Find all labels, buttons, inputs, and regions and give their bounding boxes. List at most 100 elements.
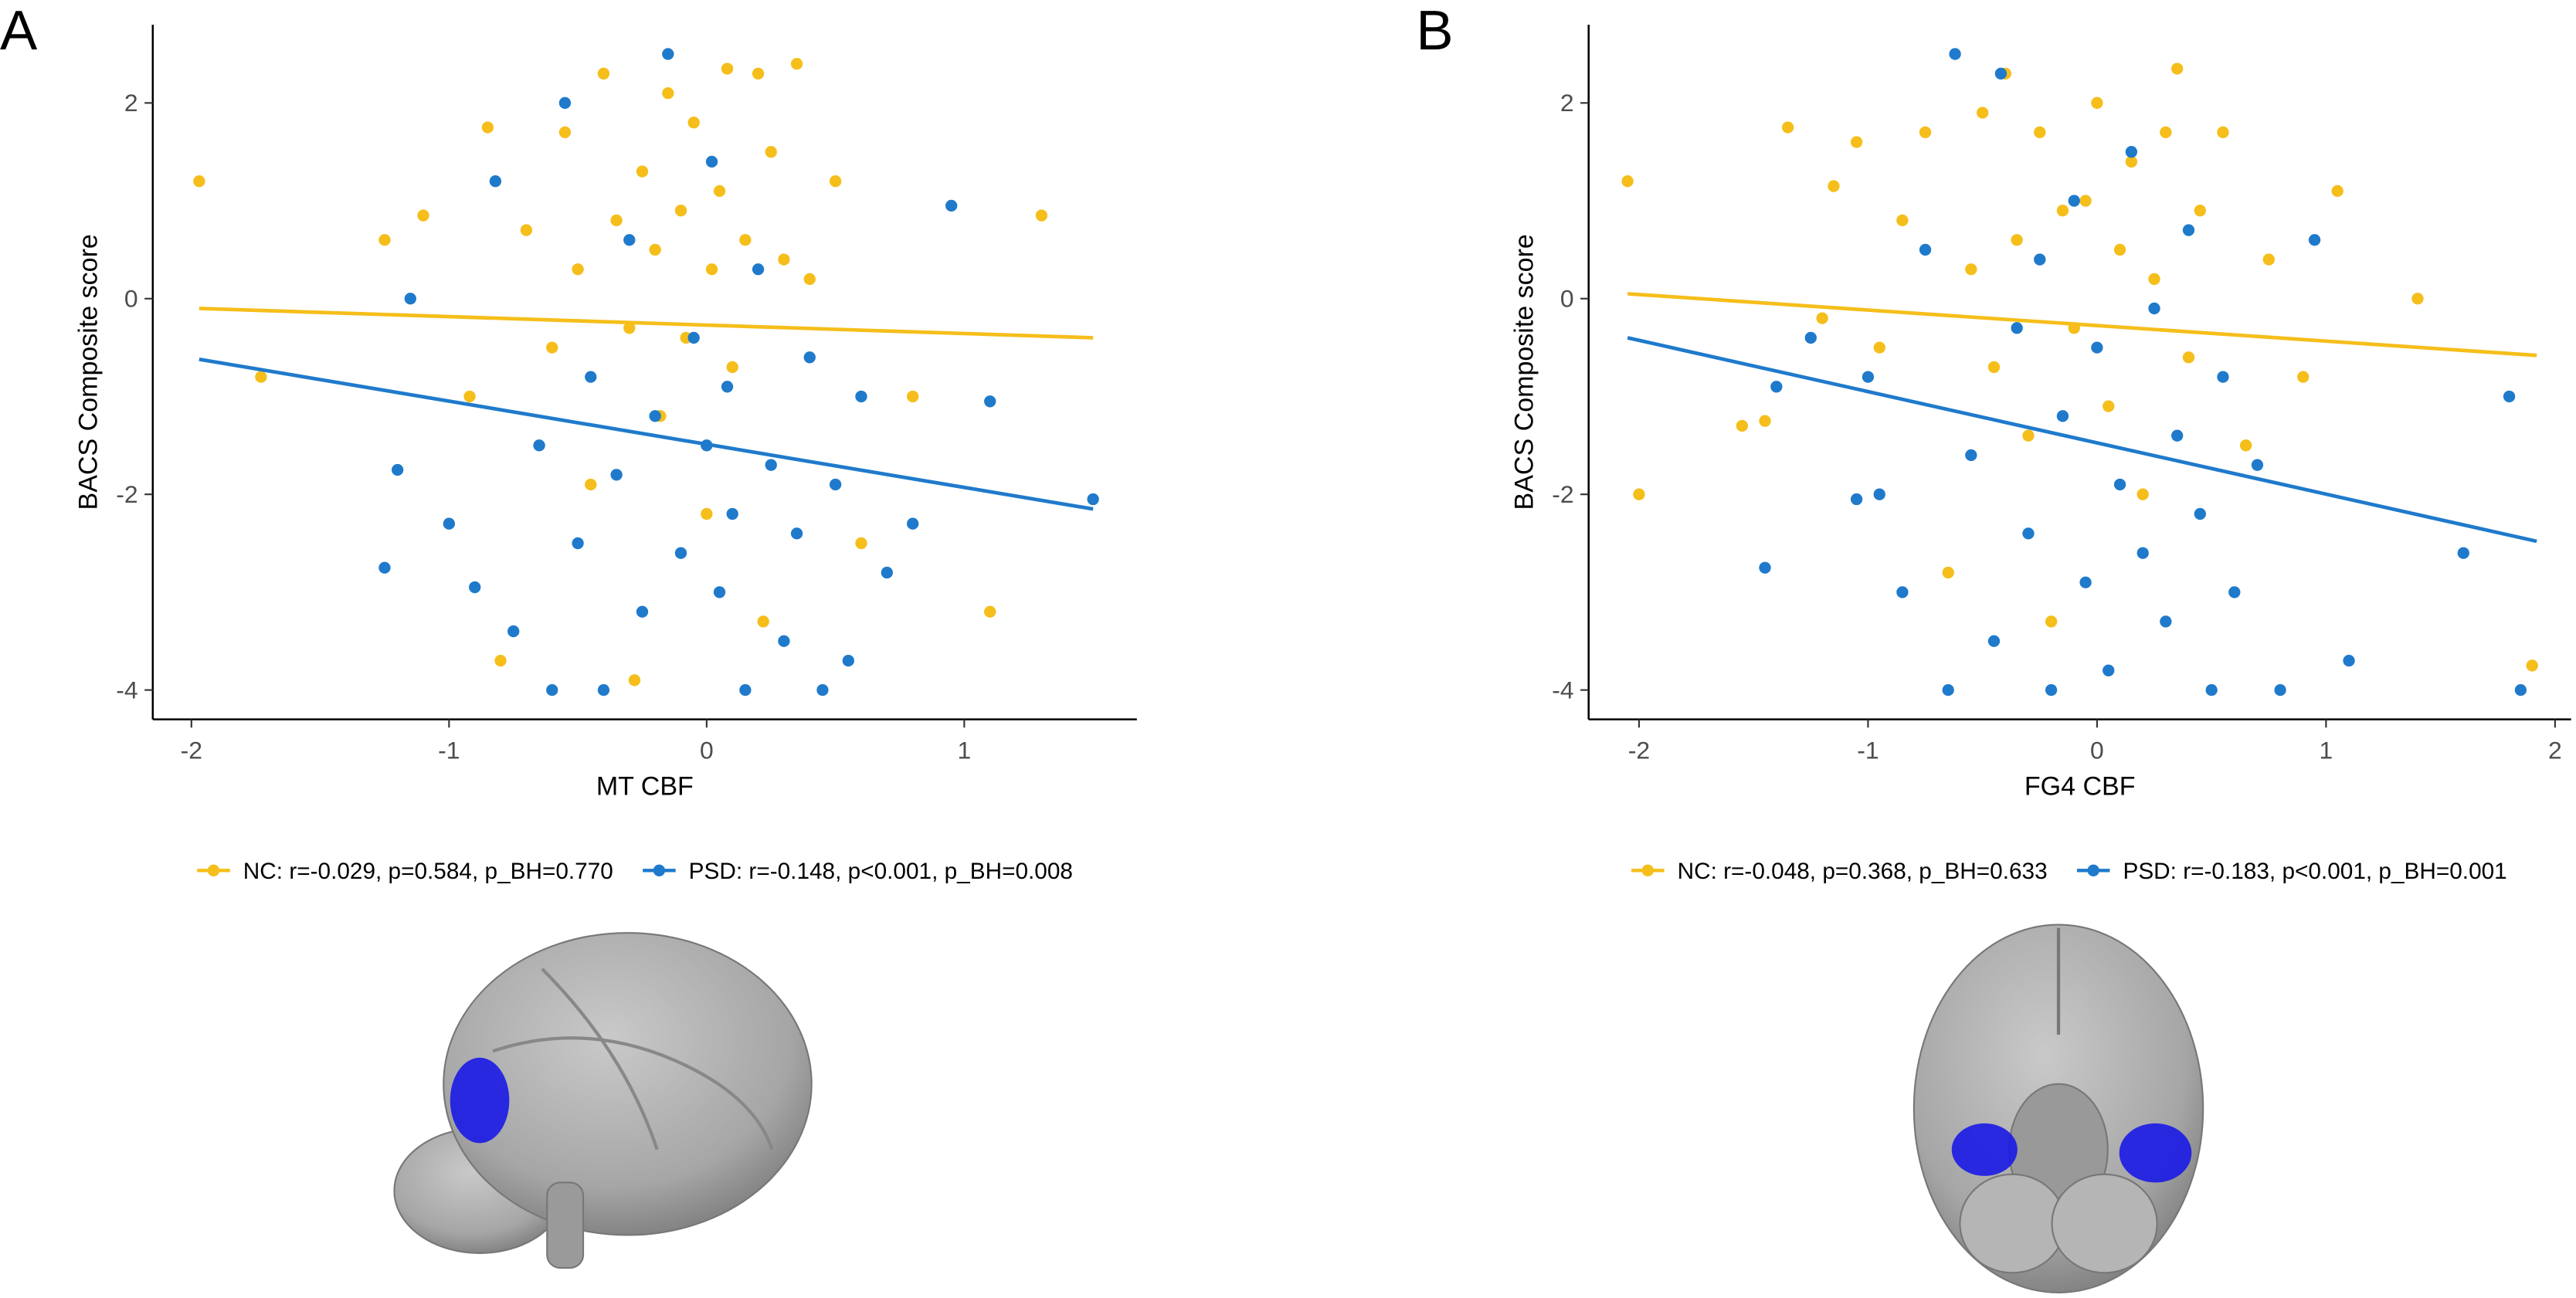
- point: [520, 224, 533, 236]
- point: [2205, 683, 2218, 696]
- point: [790, 57, 803, 70]
- point: [378, 561, 391, 574]
- point: [558, 126, 572, 138]
- point: [2056, 205, 2069, 217]
- point: [1804, 331, 1817, 344]
- legend-marker: [2087, 864, 2099, 876]
- point: [739, 234, 752, 246]
- legend-label: NC: r=-0.029, p=0.584, p_BH=0.770: [243, 859, 613, 884]
- point: [1759, 561, 1771, 574]
- point: [713, 586, 726, 598]
- trend-line: [199, 358, 1094, 511]
- point: [2182, 224, 2195, 236]
- point: [2148, 273, 2160, 286]
- point: [701, 507, 713, 520]
- point: [610, 469, 623, 481]
- point: [1949, 48, 1961, 60]
- point: [765, 146, 777, 158]
- point: [572, 537, 584, 550]
- point: [1633, 488, 1645, 500]
- point: [726, 361, 738, 374]
- y-tick-label: -2: [1552, 480, 1573, 508]
- point: [829, 175, 842, 188]
- point: [1873, 341, 1885, 354]
- y-tick-label: -2: [116, 480, 137, 508]
- point: [1770, 381, 1783, 393]
- point: [705, 155, 718, 168]
- point: [2011, 234, 2023, 246]
- point: [2160, 126, 2172, 138]
- point: [463, 390, 476, 403]
- point: [2079, 576, 2092, 588]
- point: [636, 165, 649, 178]
- trend-line: [1627, 336, 2537, 544]
- point: [481, 121, 494, 134]
- point: [2171, 429, 2184, 442]
- x-tick-label: 0: [700, 737, 714, 764]
- x-axis-title: MT CBF: [596, 771, 694, 801]
- point: [2526, 659, 2538, 672]
- point: [2457, 547, 2469, 559]
- point: [623, 234, 636, 246]
- point: [1782, 121, 1794, 134]
- point: [778, 635, 790, 647]
- point: [2022, 527, 2035, 540]
- x-tick-label: 1: [2320, 737, 2333, 764]
- point: [404, 293, 416, 305]
- trend-line: [1627, 292, 2537, 358]
- point: [713, 185, 726, 198]
- point: [378, 234, 391, 246]
- point: [1035, 209, 1048, 222]
- point: [829, 478, 842, 491]
- point: [674, 547, 687, 559]
- point: [2034, 253, 2046, 266]
- point: [2136, 547, 2149, 559]
- point: [1087, 493, 1099, 506]
- point: [1965, 449, 1977, 462]
- point: [2125, 146, 2138, 158]
- point: [855, 390, 867, 403]
- point: [507, 625, 520, 638]
- trend-line: [199, 307, 1094, 340]
- point: [907, 517, 919, 530]
- x-tick-label: 2: [2548, 737, 2562, 764]
- point: [1759, 415, 1771, 427]
- point: [662, 86, 674, 100]
- point: [765, 459, 777, 471]
- point: [2217, 371, 2229, 383]
- point: [1896, 214, 1909, 227]
- y-axis-title: BACS Composite score: [1509, 234, 1539, 510]
- point: [2113, 243, 2126, 256]
- point: [391, 463, 404, 476]
- point: [803, 351, 816, 364]
- point: [2239, 439, 2252, 452]
- point: [1942, 566, 1954, 579]
- point: [572, 263, 584, 276]
- point: [1816, 312, 1828, 324]
- brain-lateral: [393, 932, 813, 1269]
- point: [2297, 371, 2310, 383]
- point: [597, 683, 610, 696]
- y-tick-label: 0: [1560, 284, 1574, 312]
- point: [1828, 180, 1840, 192]
- point: [1919, 243, 1932, 256]
- x-tick-label: 1: [957, 737, 971, 764]
- y-tick-label: 2: [1560, 89, 1574, 117]
- point: [855, 537, 867, 550]
- point: [546, 683, 558, 696]
- point: [533, 439, 545, 452]
- point: [628, 674, 641, 686]
- point: [778, 253, 790, 266]
- point: [2125, 155, 2138, 168]
- y-tick-label: 2: [124, 89, 138, 117]
- brain-inferior: [1912, 924, 2204, 1293]
- point: [623, 322, 636, 334]
- point: [2251, 459, 2264, 471]
- point: [2228, 586, 2241, 598]
- point: [1994, 67, 2008, 80]
- point: [790, 527, 803, 540]
- x-tick-label: -1: [1857, 737, 1879, 764]
- point: [558, 97, 572, 109]
- point: [2171, 63, 2184, 75]
- point: [2113, 478, 2126, 491]
